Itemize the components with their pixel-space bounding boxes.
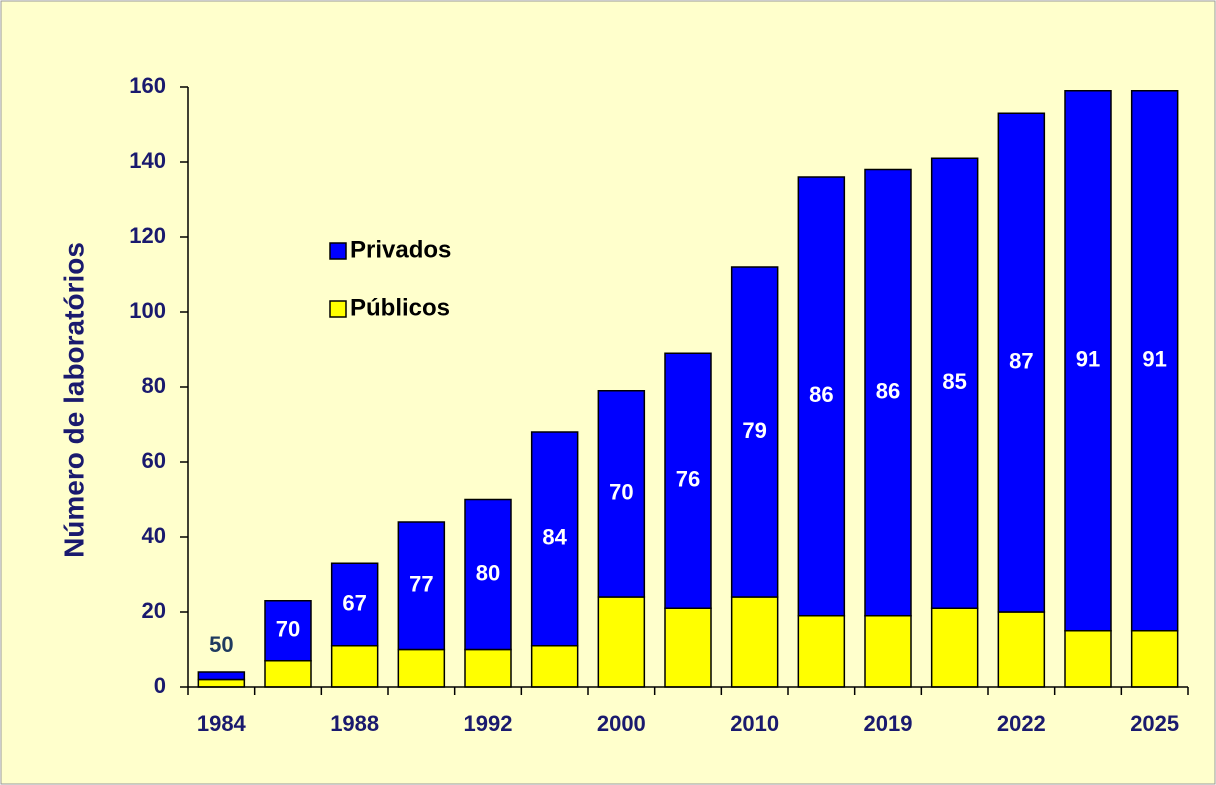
bar-label: 77 <box>409 572 433 597</box>
bar-segment <box>930 607 979 688</box>
bar-label: 70 <box>276 617 300 642</box>
bar-label: 86 <box>809 382 833 407</box>
bar-segment <box>797 615 846 688</box>
bar-segment <box>864 168 912 617</box>
x-tick-label: 2010 <box>730 711 779 736</box>
bar-label: 84 <box>542 525 567 550</box>
bar-label: 85 <box>942 369 966 394</box>
x-tick-label: 1992 <box>464 711 513 736</box>
bar-segment <box>930 157 979 609</box>
bar-label: 67 <box>342 590 366 615</box>
bar-segment <box>997 112 1046 613</box>
y-tick-label: 40 <box>142 523 166 548</box>
bar-segment <box>330 562 379 647</box>
bar-segment <box>530 645 579 688</box>
legend-swatch <box>329 242 347 260</box>
legend-label: Privados <box>350 236 451 263</box>
bar-segment <box>530 431 579 647</box>
bar-segment <box>330 645 379 688</box>
y-tick-label: 160 <box>129 73 166 98</box>
bar-segment <box>864 615 912 688</box>
y-tick-label: 0 <box>154 673 166 698</box>
bar-segment <box>464 648 512 688</box>
bar-segment <box>197 678 246 688</box>
bar-segment <box>197 671 246 681</box>
bar-label: 86 <box>876 378 900 403</box>
x-tick-label: 2000 <box>597 711 646 736</box>
x-tick-label: 2019 <box>864 711 913 736</box>
y-tick-label: 120 <box>129 223 166 248</box>
bar-label: 50 <box>209 632 233 657</box>
x-tick-label: 1988 <box>330 711 379 736</box>
legend-label: Públicos <box>350 294 450 321</box>
y-tick-label: 60 <box>142 448 166 473</box>
bar-label: 91 <box>1076 347 1100 372</box>
bar-label: 80 <box>476 560 500 585</box>
x-tick-label: 2022 <box>997 711 1046 736</box>
bar-segment <box>797 176 846 617</box>
bar-label: 76 <box>676 467 700 492</box>
bar-segment <box>1064 630 1112 688</box>
bar-segment <box>664 607 712 688</box>
y-tick-label: 80 <box>142 373 166 398</box>
x-tick-label: 2025 <box>1130 711 1179 736</box>
bar-segment <box>397 521 446 651</box>
bar-segment <box>464 498 512 651</box>
bar-label: 87 <box>1009 348 1033 373</box>
bar-segment <box>997 611 1046 688</box>
y-axis-title: Número de laboratórios <box>58 242 89 558</box>
x-tick-label: 1984 <box>197 711 247 736</box>
bar-segment <box>1130 90 1179 632</box>
legend-swatch <box>329 300 347 318</box>
bar-label: 91 <box>1142 347 1166 372</box>
bar-segment <box>664 352 712 609</box>
bar-segment <box>1130 630 1179 688</box>
bar-segment <box>730 266 779 598</box>
bar-label: 79 <box>742 418 766 443</box>
bar-segment <box>264 600 312 662</box>
bar-segment <box>397 648 446 688</box>
bar-segment <box>597 596 646 688</box>
bar-segment <box>730 596 779 688</box>
y-tick-label: 140 <box>129 148 166 173</box>
y-tick-label: 20 <box>142 598 166 623</box>
bar-segment <box>264 660 312 688</box>
bar-segment <box>1064 90 1112 632</box>
bar-label: 70 <box>609 480 633 505</box>
bar-segment <box>597 390 646 598</box>
y-tick-label: 100 <box>129 298 166 323</box>
